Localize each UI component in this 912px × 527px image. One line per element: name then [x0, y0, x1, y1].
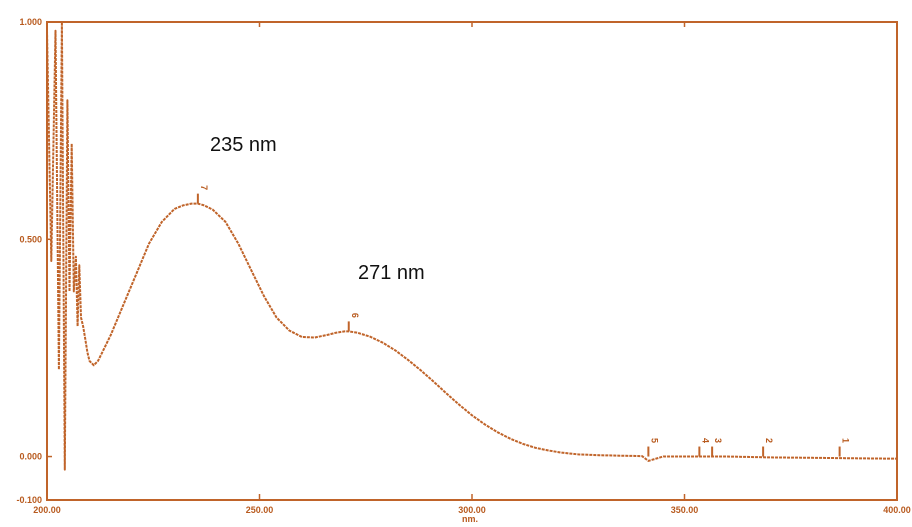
- x-tick-label: 200.00: [33, 505, 61, 515]
- series-line: [46, 21, 898, 471]
- x-tick-label: 350.00: [671, 505, 699, 515]
- peak-label: 3: [713, 438, 723, 443]
- peak-markers: 1 2 34 5 6 7: [196, 185, 851, 457]
- peak-label: 1: [841, 438, 851, 443]
- peak-label: 6: [350, 313, 360, 318]
- series-layer: [46, 21, 898, 471]
- x-tick-label: 400.00: [883, 505, 911, 515]
- peak-label: 7: [199, 185, 209, 190]
- x-axis-label: nm.: [462, 514, 478, 524]
- peak-label: 4: [700, 438, 710, 443]
- x-tick-label: 300.00: [458, 505, 486, 515]
- y-tick-label: 0.000: [19, 452, 42, 462]
- x-axis: 200.00 250.00 300.00 350.00 400.00: [33, 22, 911, 515]
- annotation-271nm: 271 nm: [358, 262, 425, 284]
- y-axis: 1.000 0.500 0.000 -0.100: [16, 17, 52, 505]
- y-tick-label: 0.500: [19, 234, 42, 244]
- x-tick-label: 250.00: [246, 505, 274, 515]
- plot-frame: [46, 21, 898, 501]
- y-tick-label: -0.100: [16, 495, 42, 505]
- y-tick-label: 1.000: [19, 17, 42, 27]
- peak-label: 5: [649, 438, 659, 443]
- annotation-235nm: 235 nm: [210, 134, 277, 156]
- peak-label: 2: [764, 438, 774, 443]
